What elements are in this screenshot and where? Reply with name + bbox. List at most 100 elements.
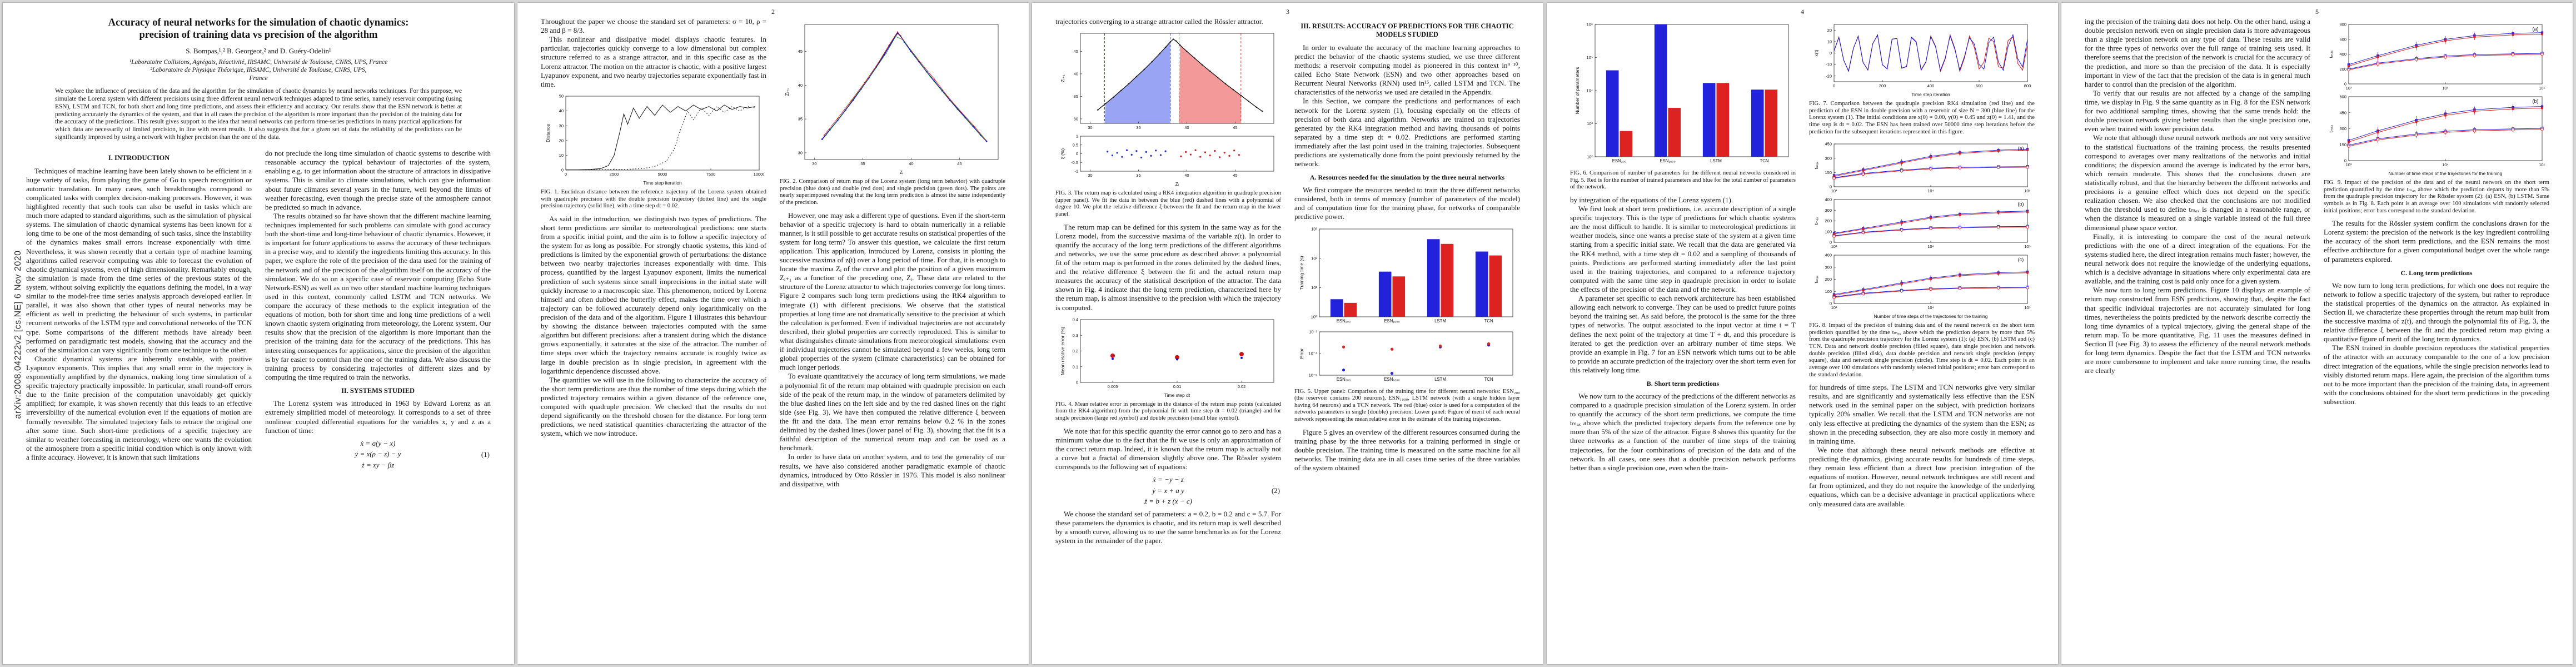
svg-text:20: 20 <box>559 138 564 143</box>
svg-text:400: 400 <box>2339 52 2346 57</box>
figure: 0 200 400 600 800 -20 -10 0 10 20 Time step iterat… <box>1809 21 2035 135</box>
svg-text:100: 100 <box>1825 229 1832 234</box>
figure-caption: FIG. 7. Comparison between the quadruple… <box>1809 100 2035 135</box>
svg-text:0.01: 0.01 <box>1173 384 1182 389</box>
figure-caption: FIG. 4. Mean relative error in percentag… <box>1055 400 1281 421</box>
svg-text:450: 450 <box>2339 110 2346 115</box>
figure: 0.005 0.01 0.02 0 0.1 0.2 0.3 0.4 Time step dt Me… <box>1055 316 1281 422</box>
svg-text:30: 30 <box>1074 117 1078 122</box>
svg-text:300: 300 <box>2339 126 2346 131</box>
paragraph: Finally, it is interesting to compare th… <box>2085 232 2310 286</box>
svg-text:30: 30 <box>1088 125 1092 130</box>
fig6-chart: 10² 10³ 10⁴ 10⁵ 10⁶ ESN₂₀₀ ESN₁₀₀₀ LSTM TCN Numbe… <box>1575 22 1789 163</box>
svg-text:(c): (c) <box>2018 257 2024 262</box>
svg-text:(b): (b) <box>2533 98 2539 104</box>
page-5-left-column: ing the precision of the training data d… <box>2085 17 2310 642</box>
paragraph: Figure 5 gives an overview of the differ… <box>1294 427 1520 472</box>
svg-text:0.1: 0.1 <box>1073 364 1078 369</box>
equation-line: ẋ = −y − z <box>1153 475 1184 484</box>
equation-line: ż = xy − βz <box>361 460 395 469</box>
svg-text:45: 45 <box>1233 173 1237 178</box>
paragraph: by integration of the equations of the L… <box>1570 195 1733 204</box>
svg-text:10²: 10² <box>1587 155 1593 160</box>
svg-text:40: 40 <box>559 108 564 113</box>
paragraph: We now turn to the accuracy of the predi… <box>1570 391 1796 472</box>
svg-text:Time step iteration: Time step iteration <box>643 180 682 186</box>
svg-text:10³: 10³ <box>2346 86 2352 91</box>
fig9b-chart: 10³ 10⁴ 10⁵ 0 150 300 450 600 Number of time ste… <box>2328 94 2545 176</box>
svg-text:0.2: 0.2 <box>1073 349 1078 354</box>
figure-caption: FIG. 1. Euclidean distance between the r… <box>541 188 766 210</box>
subsection-heading: C. Long term predictions <box>2400 268 2473 277</box>
fig8a-chart: 10³ 10⁴ 10⁵ 0 150 300 450 tₘₐₓ (a) <box>1813 142 2031 193</box>
figure-caption: FIG. 6. Comparison of number of paramete… <box>1570 170 1796 191</box>
svg-text:300: 300 <box>1825 208 1832 213</box>
paragraph: The ESN trained in double precision repr… <box>2324 344 2549 406</box>
svg-text:10⁴: 10⁴ <box>1927 188 1934 193</box>
paragraph: We note that although these neural netwo… <box>2085 133 2310 232</box>
page-4: 4 10² 10³ 10⁴ 10⁵ 10⁶ ESN₂₀₀ ESN₁₀₀₀ LSTM TCN Num… <box>1547 3 2058 664</box>
svg-text:30: 30 <box>812 161 816 166</box>
svg-text:10³: 10³ <box>1831 244 1837 249</box>
svg-text:200: 200 <box>2339 67 2346 72</box>
svg-text:40: 40 <box>1184 125 1189 130</box>
figure-caption: FIG. 3. The return map is calculated usi… <box>1055 190 1281 217</box>
svg-text:10⁴: 10⁴ <box>2442 162 2449 167</box>
svg-text:-20: -20 <box>1826 73 1832 78</box>
svg-text:10⁵: 10⁵ <box>2539 86 2545 91</box>
svg-text:2500: 2500 <box>610 172 619 177</box>
svg-text:35: 35 <box>1136 173 1140 178</box>
svg-text:400: 400 <box>1825 253 1832 258</box>
page-4-columns: 10² 10³ 10⁴ 10⁵ 10⁶ ESN₂₀₀ ESN₁₀₀₀ LSTM TCN Numbe… <box>1570 17 2035 642</box>
paragraph: As said in the introduction, we distingu… <box>541 214 766 375</box>
affiliation-2: ²Laboratoire de Physique Théorique, IRSA… <box>150 67 367 74</box>
page-5-right-column: 10³ 10⁴ 10⁵ 0 200 400 600 800 tₘₐₓ (a) 10³ 10⁴ 10⁵ 0 1… <box>2324 17 2549 642</box>
fig9a-chart: 10³ 10⁴ 10⁵ 0 200 400 600 800 tₘₐₓ (a) <box>2328 22 2545 91</box>
figure: 30 35 40 45 30 35 40 45 Zᵢ Zᵢ₊₁ FIG. 2. Comparison… <box>780 21 1005 206</box>
svg-text:10: 10 <box>559 153 564 158</box>
svg-text:ξ (%): ξ (%) <box>1060 148 1065 160</box>
equation-number: (1) <box>481 450 490 459</box>
svg-text:45: 45 <box>798 49 803 54</box>
svg-text:ESN₁₀₀₀: ESN₁₀₀₀ <box>1384 377 1399 382</box>
svg-text:10⁴: 10⁴ <box>1927 244 1934 249</box>
svg-text:30: 30 <box>559 123 564 128</box>
svg-text:Training time (s): Training time (s) <box>1299 256 1304 290</box>
equation: ẋ = −y − z ẏ = x + a y ż = b + z (x − c) (2… <box>1055 474 1281 507</box>
svg-text:200: 200 <box>1825 277 1832 282</box>
svg-text:-1: -1 <box>1074 169 1078 174</box>
paragraph: trajectories converging to a strange att… <box>1055 17 1263 26</box>
svg-text:10⁵: 10⁵ <box>2024 305 2030 310</box>
svg-text:0.02: 0.02 <box>1238 384 1246 389</box>
figure-caption: FIG. 9. Impact of the precision of the d… <box>2324 179 2549 214</box>
svg-text:0: 0 <box>2344 158 2346 163</box>
section-heading: III. RESULTS: ACCURACY OF PREDICTIONS FO… <box>1301 22 1514 39</box>
svg-text:0: 0 <box>1830 51 1832 56</box>
page-1: arXiv:2008.04222v2 [cs.NE] 6 Nov 2020 Ac… <box>3 3 514 664</box>
svg-text:10⁵: 10⁵ <box>2539 162 2545 167</box>
svg-text:0: 0 <box>1076 380 1078 385</box>
svg-text:45: 45 <box>957 161 961 166</box>
fig7-chart: 0 200 400 600 800 -20 -10 0 10 20 Time step iterat… <box>1813 24 2031 97</box>
svg-text:LSTM: LSTM <box>1434 377 1446 382</box>
paper-authors: S. Bompas,¹,² B. Georgeot,² and D. Guéry… <box>186 46 331 55</box>
paragraph: The results for the Rössler system confi… <box>2324 219 2549 263</box>
svg-text:45: 45 <box>1074 49 1078 54</box>
svg-text:10⁵: 10⁵ <box>1587 55 1593 60</box>
svg-text:10⁻²: 10⁻² <box>1309 329 1317 334</box>
svg-text:30: 30 <box>798 150 803 155</box>
svg-text:TCN: TCN <box>1484 318 1493 323</box>
svg-text:300: 300 <box>1825 156 1832 161</box>
paper-title-line1: Accuracy of neural networks for the simu… <box>108 17 409 28</box>
svg-text:-10: -10 <box>1826 62 1832 67</box>
paper-header: Accuracy of neural networks for the simu… <box>26 17 491 142</box>
svg-text:ESN₂₀₀: ESN₂₀₀ <box>1612 158 1627 163</box>
fig5b-chart: 10⁻⁶ 10⁻⁴ 10⁻² ESN₂₀₀ ESN₁₀₀₀ LSTM TCN Error <box>1299 329 1513 382</box>
svg-text:20: 20 <box>1827 28 1832 33</box>
paragraph: The quantities we will use in the follow… <box>541 375 766 438</box>
page-number: 5 <box>2315 8 2319 16</box>
svg-text:800: 800 <box>2339 22 2346 27</box>
